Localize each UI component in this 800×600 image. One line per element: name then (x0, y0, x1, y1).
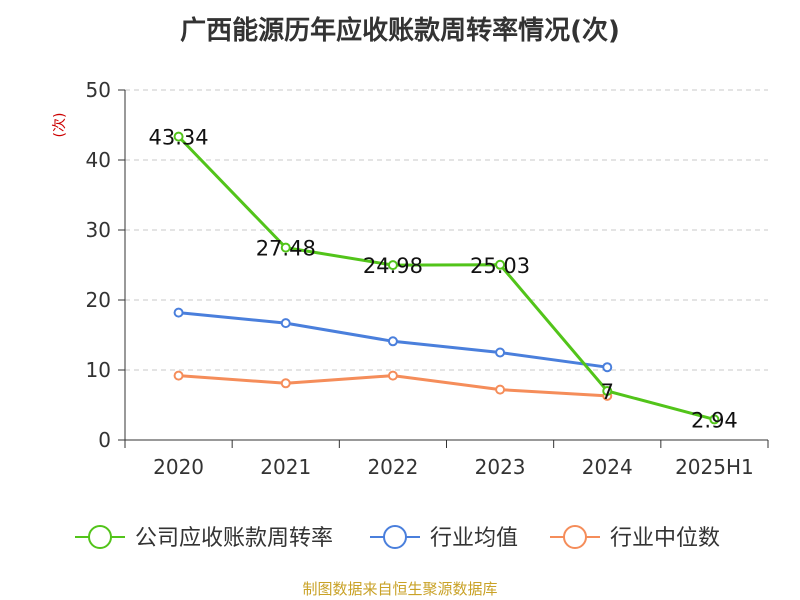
data-label: 7 (601, 380, 614, 404)
y-tick-label: 10 (86, 358, 111, 382)
chart-title: 广西能源历年应收账款周转率情况(次) (180, 16, 620, 46)
data-point (709, 414, 720, 425)
series-line (177, 135, 715, 421)
y-tick-label: 0 (98, 428, 111, 452)
data-label: 27.48 (256, 237, 316, 261)
y-tick-label: 20 (86, 288, 111, 312)
data-point (602, 386, 613, 396)
legend-marker (383, 525, 407, 549)
x-tick-label: 2023 (475, 455, 526, 479)
data-point (280, 242, 291, 253)
data-point (387, 260, 398, 271)
legend-marker (563, 525, 587, 549)
data-point (495, 384, 506, 395)
data-point (387, 370, 398, 381)
data-label: 43.34 (149, 126, 209, 150)
x-tick-label: 2021 (260, 455, 311, 479)
data-point (602, 362, 613, 373)
data-point (173, 307, 184, 318)
legend-label: 公司应收账款周转率 (135, 526, 333, 551)
data-point (173, 370, 184, 381)
data-point (387, 336, 398, 347)
data-label: 25.03 (470, 254, 530, 278)
data-point (280, 378, 291, 389)
y-tick-label: 50 (86, 78, 111, 102)
y-axis-label: (次) (52, 113, 68, 138)
legend-label: 行业均值 (430, 526, 518, 551)
legend-label: 行业中位数 (610, 526, 720, 551)
data-point (495, 347, 506, 358)
data-label: 24.98 (363, 254, 423, 278)
data-point (173, 131, 184, 142)
x-tick-label: 2025H1 (675, 455, 754, 479)
y-tick-label: 40 (86, 148, 111, 172)
x-tick-label: 2024 (582, 455, 633, 479)
data-point (495, 259, 506, 270)
legend-marker (88, 525, 112, 549)
y-tick-label: 30 (86, 218, 111, 242)
x-tick-label: 2022 (367, 455, 418, 479)
data-point (280, 318, 291, 329)
x-tick-label: 2020 (153, 455, 204, 479)
data-label: 2.94 (691, 408, 738, 432)
source-note: 制图数据来自恒生聚源数据库 (302, 580, 498, 598)
